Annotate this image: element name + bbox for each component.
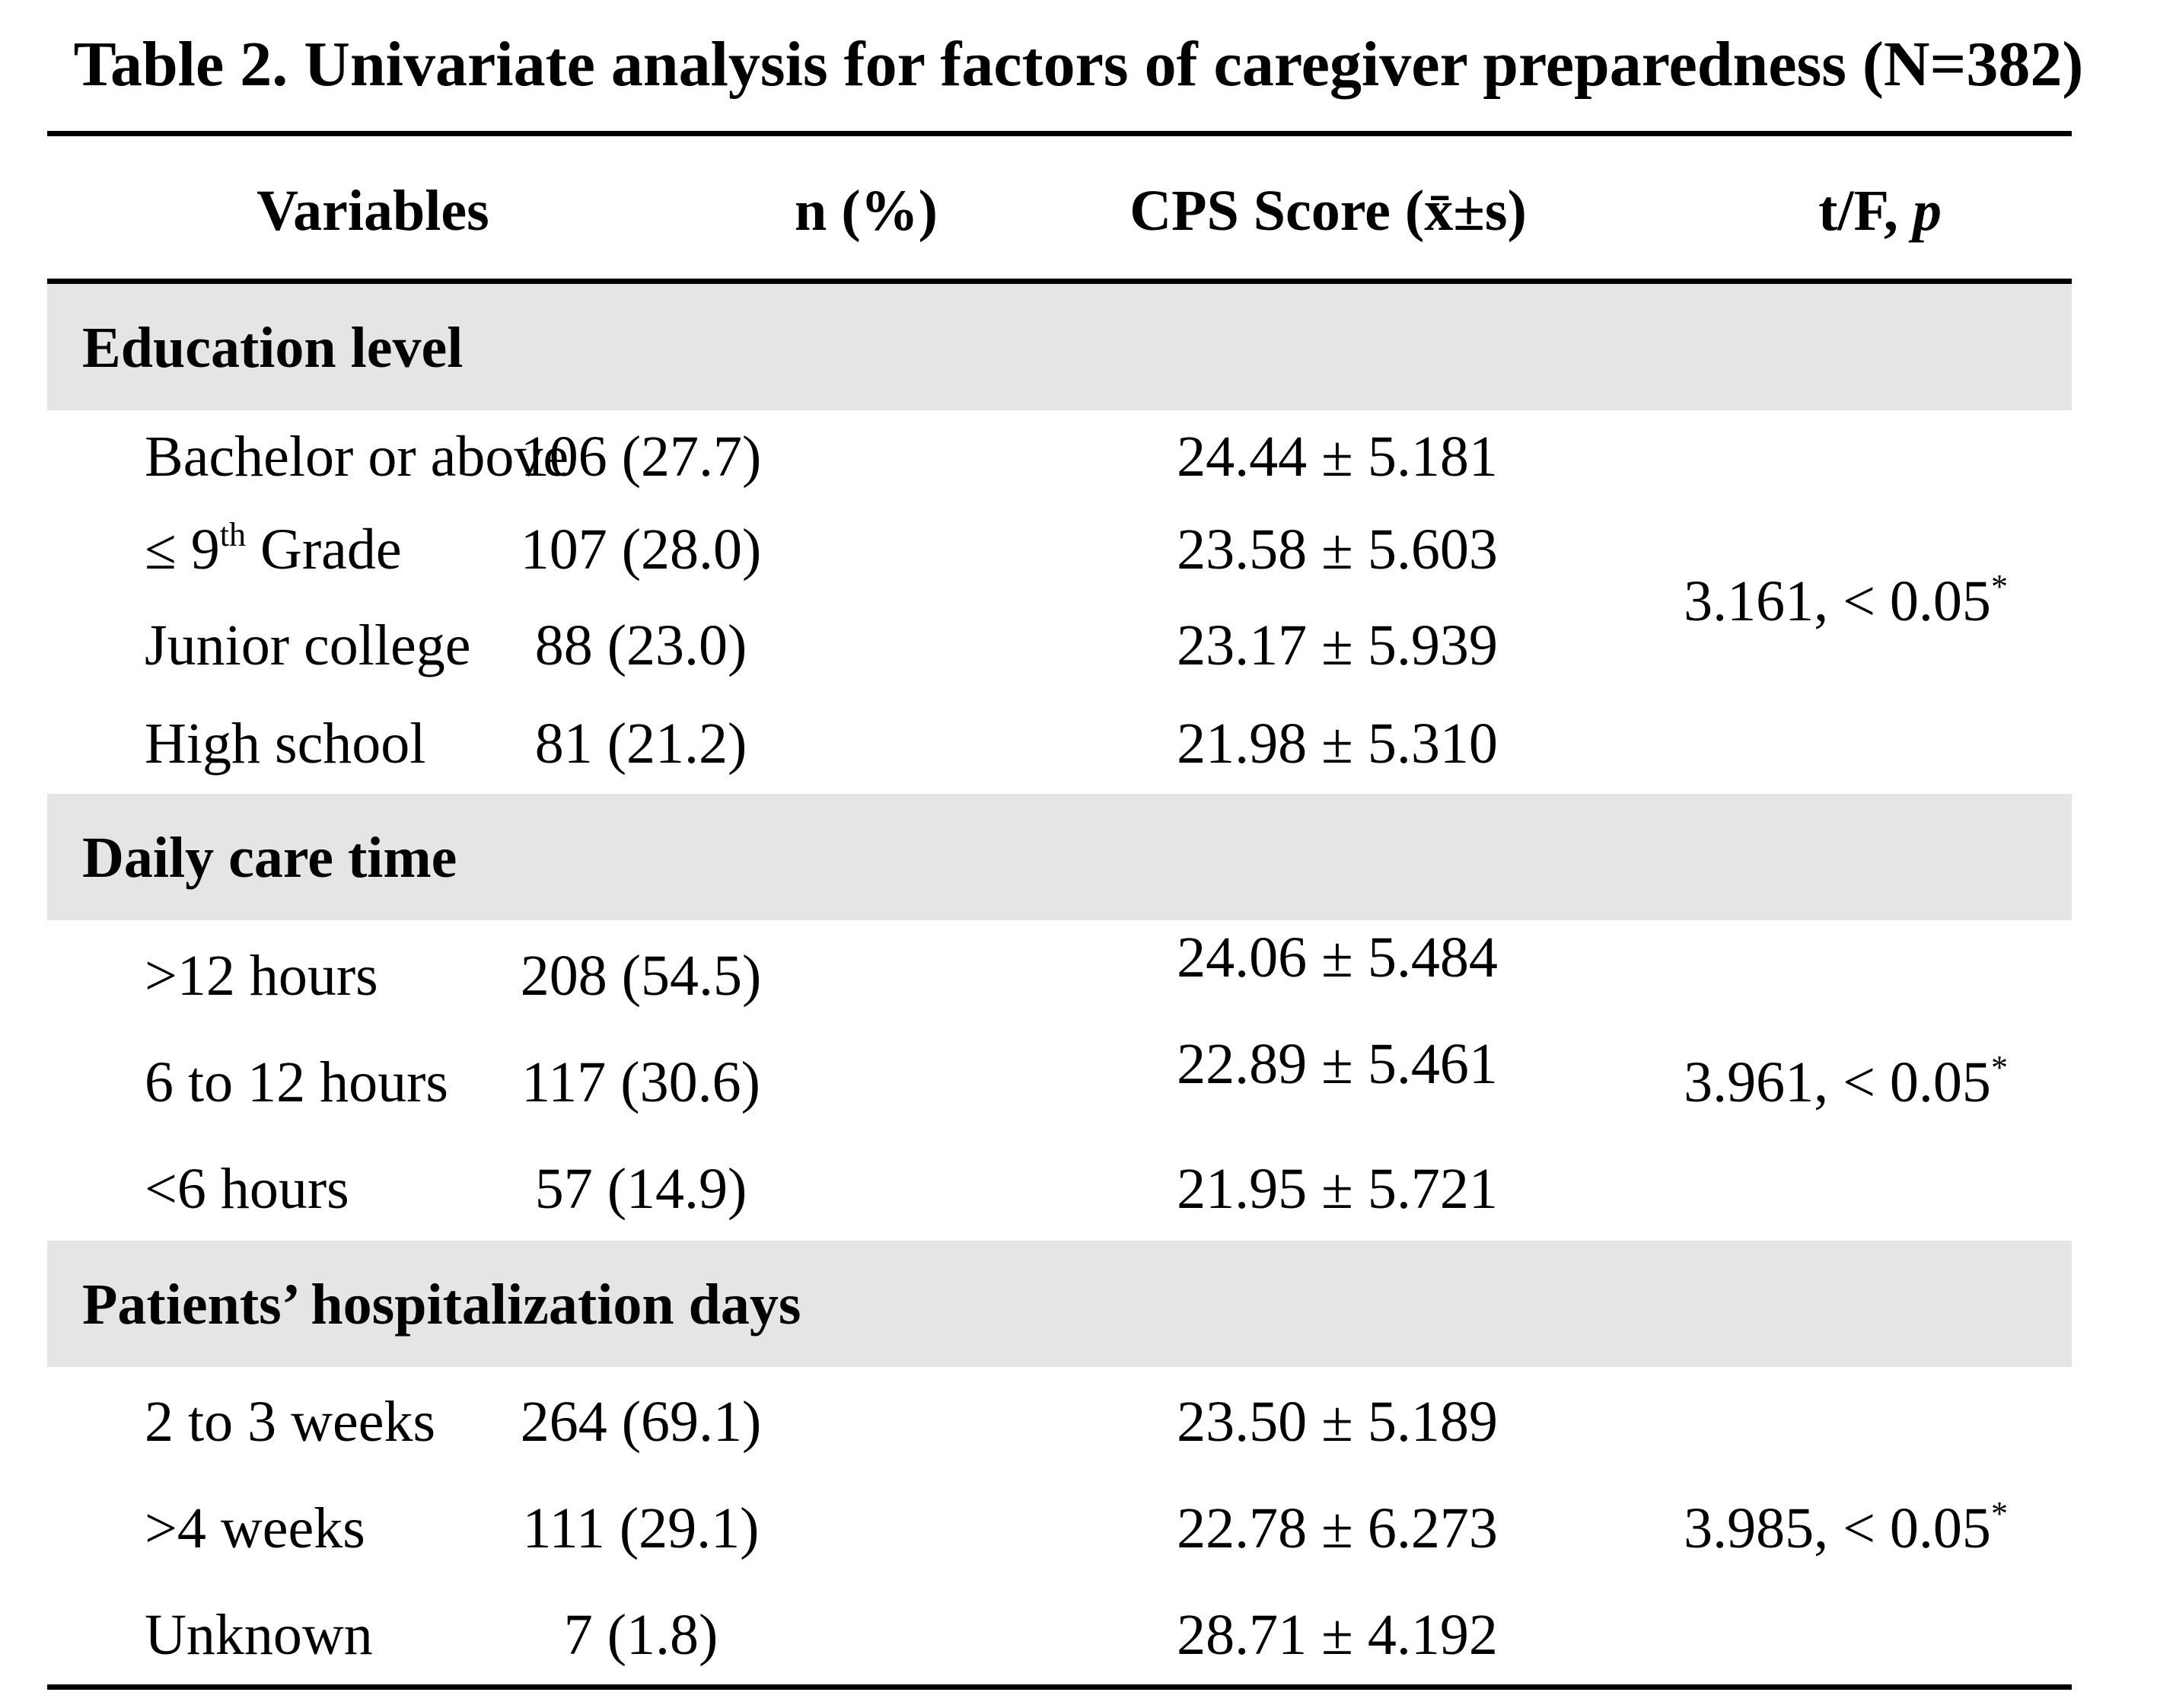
cps-cell: 21.98 ± 5.310 [1177,712,1498,776]
table-row: Junior college 88 (23.0) 23.17 ± 5.939 [47,607,2072,684]
section-label: Daily care time [82,826,457,890]
variable-text-pre: ≤ 9 [145,518,220,582]
section-education-level: Education level [47,284,2072,410]
section-hospitalization-days: Patients’ hospitalization days [47,1241,2072,1367]
variable-text-post: Grade [245,518,402,582]
variable-cell: Junior college [145,613,471,677]
n-cell: 88 (23.0) [534,613,747,677]
variable-cell: Bachelor or above [145,425,569,489]
n-cell: 264 (69.1) [520,1390,762,1454]
cps-cell: 23.50 ± 5.189 [1177,1390,1498,1454]
n-cell: 111 (29.1) [522,1496,760,1560]
header-variables-label: Variables [256,179,489,243]
stat-text: 3.161, < 0.05 [1684,569,1991,633]
header-stat-label: t/F, p [1818,177,1942,245]
table-row: >4 weeks 111 (29.1) 22.78 ± 6.273 [47,1490,2072,1566]
bottom-rule [47,1684,2072,1690]
variable-cell: High school [145,712,426,776]
table-row: 2 to 3 weeks 264 (69.1) 23.50 ± 5.189 [47,1384,2072,1460]
stat-value: 3.961, < 0.05* [1503,1044,2157,1120]
significance-mark: * [1990,1495,2008,1532]
section-label: Patients’ hospitalization days [82,1273,801,1337]
variable-cell: Unknown [145,1603,373,1667]
variable-cell: 6 to 12 hours [145,1050,448,1114]
n-cell: 107 (28.0) [520,518,762,582]
variable-cell: ≤ 9th Grade [145,511,402,588]
n-cell: 57 (14.9) [534,1157,747,1221]
n-cell: 106 (27.7) [520,425,762,489]
section-daily-care-time: Daily care time [47,794,2072,920]
header-rule [47,279,2072,284]
stat-value: 3.161, < 0.05* [1503,563,2157,639]
stat-text: 3.961, < 0.05 [1684,1050,1991,1114]
variable-superscript: th [219,516,246,553]
table-title: Table 2. Univariate analysis for factors… [73,29,2084,100]
cps-cell: 23.58 ± 5.603 [1177,518,1498,582]
cps-cell: 24.06 ± 5.484 [1177,926,1498,989]
n-cell: 81 (21.2) [534,712,747,776]
header-stat-prefix: t/F, [1818,179,1913,243]
stat-value: 3.985, < 0.05* [1503,1490,2157,1566]
header-n-label: n (%) [795,179,938,243]
header-cps-label: CPS Score (x̄±s) [1129,179,1527,243]
table-row: High school 81 (21.2) 21.98 ± 5.310 [47,706,2072,782]
n-cell: 7 (1.8) [563,1603,718,1667]
cps-cell: 23.17 ± 5.939 [1177,613,1498,677]
cps-cell: 28.71 ± 4.192 [1177,1603,1498,1667]
top-rule [47,131,2072,136]
cps-cell: 22.78 ± 6.273 [1177,1496,1498,1560]
n-cell: 208 (54.5) [520,944,762,1008]
table-row: Bachelor or above 106 (27.7) 24.44 ± 5.1… [47,419,2072,495]
cps-cell: 21.95 ± 5.721 [1177,1157,1498,1221]
significance-mark: * [1990,568,2008,605]
variable-cell: >4 weeks [145,1496,365,1560]
cps-cell: 24.44 ± 5.181 [1177,425,1498,489]
header-stat-italic: p [1912,179,1942,243]
table-row: 6 to 12 hours 117 (30.6) 22.89 ± 5.461 [47,1032,2072,1120]
variable-cell: >12 hours [145,944,378,1008]
cps-cell: 22.89 ± 5.461 [1177,1032,1498,1096]
table-row: <6 hours 57 (14.9) 21.95 ± 5.721 [47,1151,2072,1227]
stat-text: 3.985, < 0.05 [1684,1496,1991,1560]
table-row: >12 hours 208 (54.5) 24.06 ± 5.484 [47,926,2072,1014]
variable-cell: 2 to 3 weeks [145,1390,436,1454]
variable-cell: <6 hours [145,1157,349,1221]
n-cell: 117 (30.6) [521,1050,760,1114]
significance-mark: * [1990,1049,2008,1086]
section-label: Education level [82,316,464,380]
table-row: ≤ 9th Grade 107 (28.0) 23.58 ± 5.603 [47,511,2072,588]
table-row: Unknown 7 (1.8) 28.71 ± 4.192 [47,1597,2072,1673]
